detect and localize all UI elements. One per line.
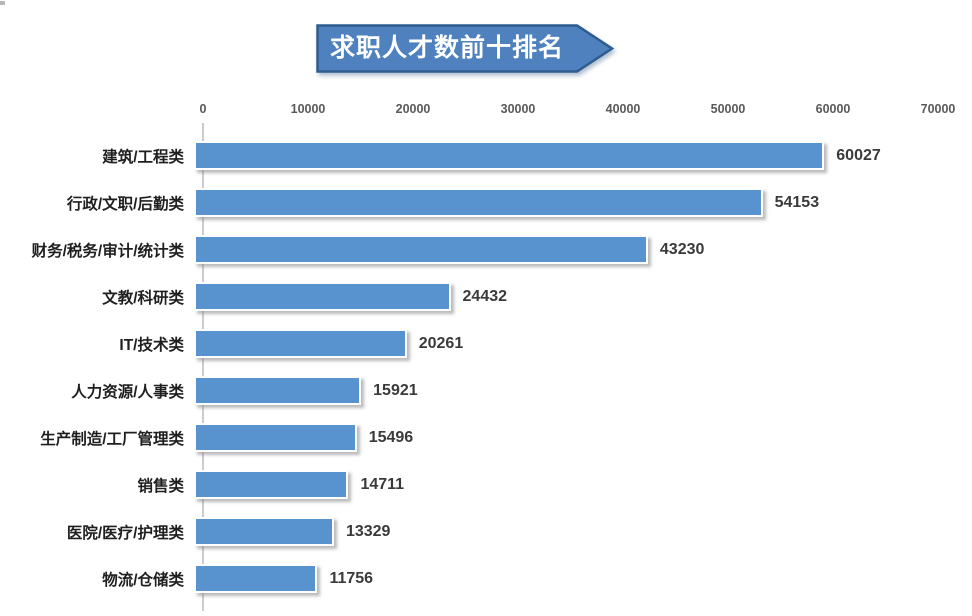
category-label: 人力资源/人事类 <box>71 383 184 401</box>
x-tick-label: 30000 <box>500 102 536 116</box>
value-label: 54153 <box>774 193 820 211</box>
chart-title: 求职人才数前十排名 <box>329 35 564 62</box>
value-label: 20261 <box>418 334 464 352</box>
category-label: 行政/文职/后勤类 <box>66 195 184 213</box>
bar-track: 13329 <box>194 508 929 555</box>
banner-arrow-shape <box>316 24 615 73</box>
value-label: 15496 <box>368 428 414 446</box>
category-label: 生产制造/工厂管理类 <box>40 430 184 448</box>
bar-row: 行政/文职/后勤类 54153 <box>0 179 972 226</box>
bar <box>194 376 362 405</box>
x-tick-label: 20000 <box>395 102 431 116</box>
bar-row: 销售类 14711 <box>0 461 972 508</box>
bar-row: 建筑/工程类 60027 <box>0 132 972 179</box>
x-tick-label: 10000 <box>290 102 326 116</box>
x-tick-label: 0 <box>199 102 207 116</box>
value-label: 43230 <box>659 240 705 258</box>
bar-row: 物流/仓储类 11756 <box>0 555 972 602</box>
plot-area: 建筑/工程类 60027 行政/文职/后勤类 54153 财务/税务/审计/统计类 432… <box>0 123 972 611</box>
bar-row: 财务/税务/审计/统计类 43230 <box>0 226 972 273</box>
bar <box>194 235 648 264</box>
x-tick-label: 50000 <box>710 102 746 116</box>
bar-track: 14711 <box>194 461 929 508</box>
bar-track: 20261 <box>194 320 929 367</box>
corner-artifact <box>0 1 5 5</box>
bar-row: 文教/科研类 24432 <box>0 273 972 320</box>
bar <box>194 564 318 593</box>
bar <box>194 141 825 170</box>
x-tick-label: 60000 <box>815 102 851 116</box>
bar <box>194 329 407 358</box>
bar <box>194 282 451 311</box>
category-label: 销售类 <box>137 477 184 495</box>
bar-track: 54153 <box>194 179 929 226</box>
bar <box>194 423 357 452</box>
x-axis: 0 10000 20000 30000 40000 50000 60000 70000 <box>199 102 956 119</box>
category-label: 财务/税务/审计/统计类 <box>31 242 184 260</box>
bar-track: 15921 <box>194 367 929 414</box>
value-label: 60027 <box>836 146 881 164</box>
category-label: 文教/科研类 <box>102 289 184 307</box>
bar-row: IT/技术类 20261 <box>0 320 972 367</box>
category-label: 医院/医疗/护理类 <box>66 524 184 542</box>
bar-rows: 建筑/工程类 60027 行政/文职/后勤类 54153 财务/税务/审计/统计类 432… <box>0 132 972 602</box>
value-label: 14711 <box>360 475 405 493</box>
bar-row: 生产制造/工厂管理类 15496 <box>0 414 972 461</box>
x-tick-label: 70000 <box>920 102 956 116</box>
title-banner: 求职人才数前十排名 <box>316 24 616 74</box>
category-label: 物流/仓储类 <box>102 571 184 589</box>
bar <box>194 470 349 499</box>
x-tick-label: 40000 <box>605 102 641 116</box>
value-label: 11756 <box>329 569 374 587</box>
bar-row: 人力资源/人事类 15921 <box>0 367 972 414</box>
bar-track: 15496 <box>194 414 929 461</box>
bar-track: 24432 <box>194 273 929 320</box>
value-label: 13329 <box>345 522 391 540</box>
bar-row: 医院/医疗/护理类 13329 <box>0 508 972 555</box>
bar <box>194 517 334 546</box>
bar-track: 11756 <box>194 555 929 602</box>
category-label: IT/技术类 <box>119 336 184 354</box>
bar-track: 60027 <box>194 132 929 179</box>
bar <box>194 188 763 217</box>
value-label: 15921 <box>373 381 418 399</box>
value-label: 24432 <box>462 287 508 305</box>
category-label: 建筑/工程类 <box>102 148 184 166</box>
y-axis-line <box>202 123 204 611</box>
bar-track: 43230 <box>194 226 929 273</box>
